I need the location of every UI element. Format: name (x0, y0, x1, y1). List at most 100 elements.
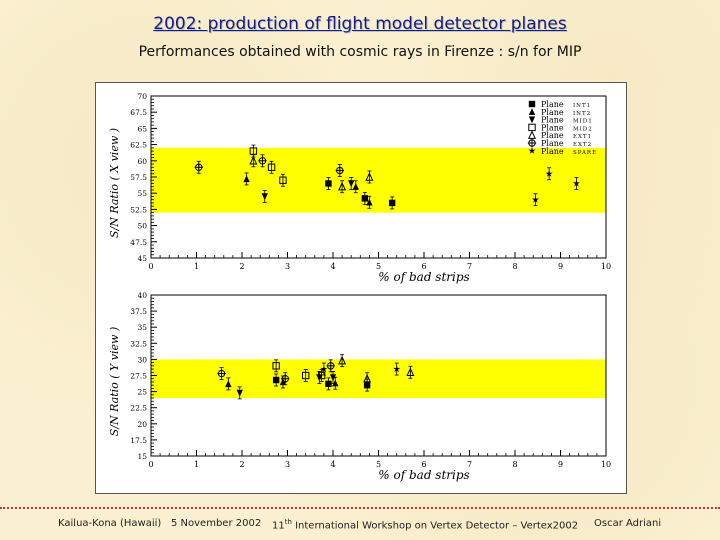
plot-bottom-ytick-label: 30 (137, 355, 147, 364)
footer-conf-ordinal: 11 (272, 520, 285, 532)
footer-author: Oscar Adriani (594, 518, 662, 529)
plot-top-point-ext2 (335, 166, 345, 175)
plot-top-ytick-label: 50 (137, 222, 147, 231)
plot-top-ytick-label: 57.5 (130, 173, 147, 182)
plot-bottom-point-mid1 (236, 389, 243, 397)
legend-marker-spare (528, 147, 536, 154)
legend-label-int2: INT2 (573, 111, 591, 117)
chart-svg: 0 1 2 3 4 5 6 7 8 9 104547.55052.55557.56062.56567… (108, 92, 611, 482)
plot-top-point-ext1 (249, 155, 258, 165)
legend-marker-ext1 (528, 130, 536, 139)
plot-bottom-point-int2 (279, 378, 287, 386)
footer-conf-suffix: th (284, 518, 292, 526)
plot-bottom-band (151, 359, 606, 399)
legend-marker-mid2 (528, 123, 536, 132)
legend-label-plane: Plane (541, 131, 564, 140)
plot-top-point-spare (572, 179, 580, 187)
plot-top-xtick-label: 1 (194, 262, 199, 271)
plot-top-xtick-label: 5 (376, 262, 381, 271)
plot-top-xtick-label: 6 (421, 262, 426, 271)
legend-label-int1: INT1 (573, 103, 591, 109)
plot-bottom-xtick-label: 9 (558, 460, 563, 469)
legend-label-plane: Plane (541, 147, 564, 156)
plot-bottom-ytick-label: 32.5 (130, 339, 147, 348)
plot-bottom-point-ext2 (217, 369, 226, 378)
plot-bottom-point-int2 (332, 379, 339, 387)
plot-bottom-point-spare (393, 365, 401, 373)
plot-top-xtick-label: 2 (239, 262, 244, 271)
plot-bottom-ylabel: S/N Ratio ( Y view ) (108, 327, 121, 437)
plot-bottom-point-mid2 (302, 371, 310, 380)
plot-top-point-int2 (243, 175, 250, 183)
plot-top-point-int1 (388, 199, 396, 207)
legend-label-ext1: EXT1 (573, 134, 592, 140)
plot-top-xtick-label: 10 (601, 262, 611, 271)
footer-conference: 11th International Workshop on Vertex De… (272, 518, 578, 531)
legend-label-plane: Plane (541, 100, 564, 109)
plot-bottom-point-spare (320, 365, 328, 373)
plot-bottom-xtick-label: 5 (376, 460, 381, 469)
plot-top-point-ext1 (365, 172, 374, 181)
plot-top-point-ext2 (258, 156, 267, 165)
legend-label-plane: Plane (541, 123, 564, 132)
plot-bottom-point-ext1 (363, 373, 372, 383)
plot-top-ytick-label: 65 (137, 124, 147, 133)
plot-top-ytick-label: 70 (137, 92, 147, 101)
plot-top-point-int1 (361, 195, 369, 202)
plot-bottom-point-int2 (225, 380, 232, 388)
plot-bottom-xtick-label: 1 (194, 460, 199, 469)
plot-top-point-mid2 (267, 163, 276, 171)
plot-top-ytick-label: 47.5 (130, 238, 147, 247)
plot-top-ytick-label: 62.5 (130, 141, 147, 150)
plot-bottom-ytick-label: 20 (137, 420, 147, 429)
plot-top-point-ext1 (338, 181, 347, 191)
plot-top-xtick-label: 7 (467, 262, 472, 271)
legend-marker-int2 (528, 108, 536, 115)
plot-top-band (151, 147, 606, 213)
plot-top-point-mid1 (348, 180, 355, 188)
legend-label-plane: Plane (541, 108, 564, 117)
plot-top-point-spare (545, 170, 553, 177)
plot-bottom-point-ext1 (338, 355, 347, 365)
plot-top-point-int1 (325, 180, 332, 187)
plot-bottom-xtick-label: 7 (467, 460, 472, 469)
legend-marker-mid1 (528, 116, 536, 124)
plot-top-ylabel: S/N Ratio ( X view ) (108, 128, 121, 238)
plot-bottom-ytick-label: 40 (137, 291, 147, 300)
plot-bottom-point-mid2 (272, 362, 280, 370)
plot-bottom-point-ext2 (326, 361, 335, 371)
plot-bottom-ytick-label: 27.5 (130, 372, 147, 381)
plot-top-xtick-label: 3 (285, 262, 290, 271)
plot-top-xtick-label: 8 (512, 262, 517, 271)
plot-top-ytick-label: 45 (137, 254, 147, 263)
legend-label-mid2: MID2 (573, 126, 593, 132)
plot-bottom-ytick-label: 17.5 (130, 436, 147, 445)
legend-marker-ext2 (527, 138, 537, 148)
plot-bottom-point-int1 (363, 381, 371, 389)
plot-top-ytick-label: 60 (137, 157, 147, 166)
page-title: 2002: production of flight model detecto… (153, 14, 567, 34)
plot-bottom-point-mid1 (316, 374, 323, 382)
plot-bottom-ytick-label: 22.5 (130, 404, 147, 413)
legend-label-ext2: EXT2 (573, 142, 592, 148)
plot-top-xlabel: % of bad strips (378, 270, 469, 284)
plot-bottom-xlabel: % of bad strips (378, 468, 469, 482)
plot-top-xtick-label: 0 (148, 262, 153, 271)
plot-top-ytick-label: 67.5 (130, 108, 147, 117)
plot-bottom-xtick-label: 0 (148, 460, 153, 469)
plot-bottom-ytick-label: 35 (137, 323, 147, 332)
plot-bottom-xtick-label: 2 (239, 460, 244, 469)
page-subtitle: Performances obtained with cosmic rays i… (138, 44, 582, 60)
plot-top-ytick-label: 55 (137, 189, 147, 198)
chart-panel: 0 1 2 3 4 5 6 7 8 9 10 45 47.5 50 52.5 55 57.5 60 62.5 65 67… (95, 82, 627, 494)
plot-bottom-xtick-label: 3 (285, 460, 290, 469)
plot-top-xtick-label: 9 (558, 262, 563, 271)
plot-top-point-int2 (352, 183, 359, 190)
plot-bottom-point-ext2 (281, 374, 290, 383)
legend-marker-int1 (528, 100, 536, 108)
footer-conf-text: International Workshop on Vertex Detecto… (291, 520, 579, 532)
plot-top-point-ext2 (194, 163, 203, 172)
plot-bottom-xtick-label: 8 (512, 460, 517, 469)
footer-date: 5 November 2002 (171, 518, 262, 529)
plot-bottom-point-mid2 (317, 371, 326, 380)
